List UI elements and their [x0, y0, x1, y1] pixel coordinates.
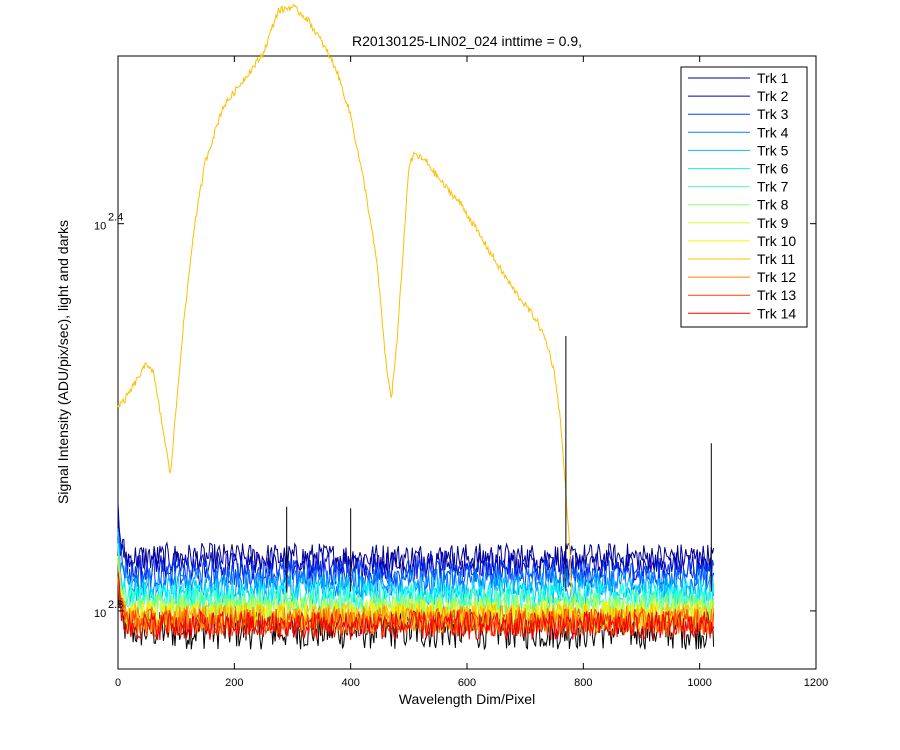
- legend-entry: Trk 13: [688, 287, 796, 303]
- x-tick-label: 1000: [687, 677, 711, 689]
- legend-label: Trk 4: [757, 124, 789, 140]
- y-tick-exponent: 2.3: [108, 599, 123, 611]
- legend-label: Trk 8: [757, 197, 789, 213]
- series-line: [117, 507, 715, 581]
- x-tick-label: 400: [341, 677, 359, 689]
- legend-entry: Trk 14: [688, 305, 796, 321]
- x-tick-label: 800: [574, 677, 592, 689]
- legend-label: Trk 2: [757, 88, 789, 104]
- x-axis-label: Wavelength Dim/Pixel: [399, 691, 535, 707]
- legend-label: Trk 6: [757, 161, 789, 177]
- x-tick-label: 600: [458, 677, 476, 689]
- legend-label: Trk 11: [757, 251, 795, 267]
- legend-entry: Trk 12: [688, 269, 796, 285]
- legend-entry: Trk 8: [688, 197, 789, 213]
- legend-entry: Trk 4: [688, 124, 789, 140]
- x-tick-label: 1200: [804, 677, 828, 689]
- legend-entry: Trk 7: [688, 179, 789, 195]
- legend-label: Trk 12: [757, 269, 796, 285]
- chart-title: R20130125-LIN02_024 inttime = 0.9,: [352, 33, 582, 49]
- legend-label: Trk 3: [757, 106, 789, 122]
- series-line: [117, 532, 714, 607]
- legend-entry: Trk 10: [688, 233, 796, 249]
- y-axis-label: Signal Intensity (ADU/pix/sec), light an…: [55, 220, 71, 504]
- legend-entry: Trk 2: [688, 88, 789, 104]
- legend-entry: Trk 5: [688, 142, 789, 158]
- legend-entry: Trk 11: [688, 251, 795, 267]
- legend-entry: Trk 1: [688, 70, 789, 86]
- series-line: [117, 571, 715, 641]
- legend-label: Trk 9: [757, 215, 789, 231]
- legend-box: [680, 66, 808, 328]
- legend-label: Trk 1: [757, 70, 789, 86]
- x-tick-label: 200: [225, 677, 243, 689]
- legend-entry: Trk 6: [688, 161, 789, 177]
- series-line: [117, 502, 715, 574]
- y-tick-label: 10: [94, 608, 106, 620]
- legend-label: Trk 13: [757, 287, 796, 303]
- legend-label: Trk 10: [757, 233, 796, 249]
- y-tick-label: 10: [94, 221, 106, 233]
- legend-label: Trk 14: [757, 305, 796, 321]
- legend-entry: Trk 9: [688, 215, 789, 231]
- series-line: [117, 560, 715, 629]
- legend: Trk 1 Trk 2 Trk 3 Trk 4 Trk 5 Trk 6 Trk 7 Trk 8…: [680, 66, 808, 328]
- legend-label: Trk 5: [757, 142, 789, 158]
- traces: [117, 3, 715, 650]
- light-spectrum-line: [117, 3, 584, 620]
- x-axis: 0 200 400 600 800 1000 1200: [115, 56, 828, 689]
- x-tick-label: 0: [115, 677, 121, 689]
- y-tick-exponent: 2.4: [108, 212, 123, 224]
- legend-entry: Trk 3: [688, 106, 789, 122]
- legend-label: Trk 7: [757, 179, 789, 195]
